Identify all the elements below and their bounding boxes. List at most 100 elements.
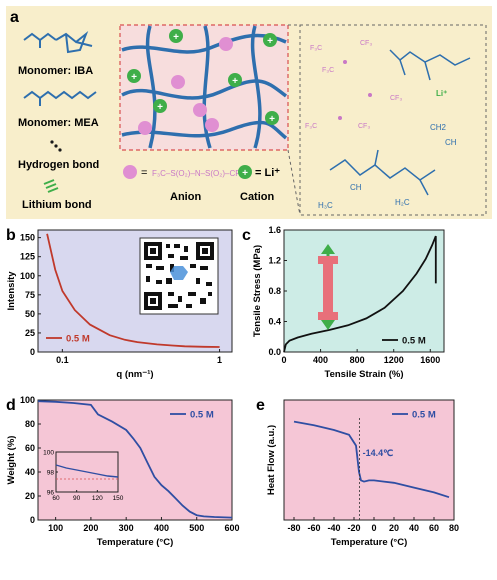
polymer-network-chains (121, 25, 288, 149)
y-axis-label: Intensity (6, 271, 17, 311)
hydrogen-bond-icon (50, 140, 62, 152)
legend-monomer-iba: Monomer: IBA (18, 65, 93, 77)
legend-label: 0.5 M (66, 334, 90, 345)
anion-equals: = (141, 167, 147, 179)
iba-monomer-structure (23, 30, 93, 54)
panel-label-b: b (6, 227, 16, 244)
panel-e: -80 -60 -40 -20 0 20 40 60 80 Temperature (°C) Hea… (266, 399, 459, 548)
svg-text:H₂C: H₂C (395, 198, 410, 207)
svg-text:+: + (232, 76, 238, 87)
svg-text:+: + (131, 72, 137, 83)
x-tick-label: 100 (48, 523, 63, 533)
x-tick-label: 500 (189, 523, 204, 533)
x-tick-label: 60 (429, 523, 439, 533)
y-axis-label: Weight (%) (6, 436, 17, 485)
x-axis-label: q (nm⁻¹) (116, 369, 153, 380)
y-tick-label: 0.4 (268, 317, 281, 327)
panel-d: 100 200 300 400 500 600 0 20 40 60 80 100 Temperatur… (6, 395, 240, 548)
panel-label-c: c (242, 227, 251, 244)
x-tick-label: -20 (347, 523, 360, 533)
plot-area (283, 399, 455, 521)
x-tick-label: 400 (313, 355, 328, 365)
svg-text:+: + (173, 32, 179, 43)
x-tick-label: -40 (327, 523, 340, 533)
x-tick-label: 800 (350, 355, 365, 365)
panel-label-e: e (256, 397, 265, 414)
anion-formula: F₃C–S(O₂)–N–S(O₂)–CF₃ (152, 169, 243, 178)
y-tick-label: 75 (25, 290, 35, 300)
x-tick-label: 0.1 (56, 355, 69, 365)
y-tick-label: 0.0 (268, 347, 281, 357)
molecular-backbone (329, 49, 471, 196)
svg-text:CH2: CH2 (430, 123, 447, 132)
molecular-detail-structure: F₃C CF₃ F₃C CF₃ F₃C CF₃ (305, 40, 402, 130)
x-tick-label: 1200 (384, 355, 404, 365)
y-tick-label: 0.8 (268, 286, 281, 296)
inset-x-tick-label: 120 (92, 495, 103, 502)
x-tick-label: 20 (389, 523, 399, 533)
x-axis-label: Temperature (°C) (97, 537, 173, 548)
x-tick-label: 300 (119, 523, 134, 533)
tg-annotation: -14.4℃ (363, 448, 394, 458)
legend-hydrogen-bond: Hydrogen bond (18, 159, 99, 171)
qr-code-image (139, 237, 219, 315)
x-tick-label: 80 (449, 523, 459, 533)
series-line (37, 400, 233, 519)
x-tick-label: 400 (154, 523, 169, 533)
x-tick-label: 600 (224, 523, 239, 533)
svg-text:CF₃: CF₃ (360, 40, 372, 47)
plot-area (283, 229, 445, 353)
svg-text:Li⁺: Li⁺ (436, 89, 447, 98)
x-axis-label: Temperature (°C) (331, 537, 407, 548)
y-tick-label: 25 (25, 328, 35, 338)
x-axis-label: Tensile Strain (%) (324, 369, 403, 380)
panel-label-d: d (6, 397, 16, 414)
inset-x-tick-label: 60 (52, 495, 60, 502)
svg-text:+: + (242, 168, 248, 179)
y-tick-label: 1.6 (268, 225, 281, 235)
panel-c: 0 400 800 1200 1600 0.0 0.4 0.8 1.2 1.6 Tensile St… (252, 225, 445, 380)
legend-monomer-mea: Monomer: MEA (18, 117, 99, 129)
molecular-labels: Li⁺ CH2 CH CH H₃C H₂C (318, 89, 457, 210)
y-tick-label: 20 (25, 491, 35, 501)
series-line (283, 235, 437, 353)
molecular-detail-box (299, 24, 487, 216)
svg-text:+: + (267, 36, 273, 47)
legend-anion: Anion (170, 191, 201, 203)
series-line (46, 233, 220, 348)
svg-text:F₃C: F₃C (322, 67, 334, 74)
y-tick-label: 50 (25, 309, 35, 319)
y-tick-label: 0 (30, 347, 35, 357)
x-tick-label: 40 (409, 523, 419, 533)
mea-monomer-structure (23, 90, 97, 106)
legend-cation: Cation (240, 191, 275, 203)
y-axis-label: Tensile Stress (MPa) (252, 245, 263, 337)
svg-text:+: + (157, 102, 163, 113)
x-tick-label: 1 (217, 355, 222, 365)
legend-label: 0.5 M (412, 410, 436, 421)
legend-lithium-bond: Lithium bond (22, 199, 92, 211)
panel-label-a: a (10, 9, 19, 26)
panel-a: a Monomer: IBA Monomer: MEA Hydrogen bon… (6, 6, 492, 219)
y-tick-label: 125 (20, 252, 35, 262)
x-tick-label: 0 (371, 523, 376, 533)
y-tick-label: 100 (20, 271, 35, 281)
lithium-bond-icon (43, 179, 59, 193)
svg-text:H₃C: H₃C (318, 201, 333, 210)
x-tick-label: -80 (287, 523, 300, 533)
x-tick-label: 1600 (420, 355, 440, 365)
tensile-specimen-icon (318, 244, 338, 330)
inset-y-tick-label: 98 (47, 470, 55, 477)
legend-label: 0.5 M (402, 336, 426, 347)
inset-x-tick-label: 150 (113, 495, 124, 502)
x-tick-label: 0 (281, 355, 286, 365)
cation-equals-li: = Li⁺ (255, 167, 280, 179)
inset-y-tick-label: 100 (43, 450, 54, 457)
inset-y-tick-label: 96 (47, 490, 55, 497)
inset-series-line (55, 464, 119, 478)
svg-text:CH: CH (350, 183, 362, 192)
y-tick-label: 1.2 (268, 256, 281, 266)
svg-text:CF₃: CF₃ (390, 95, 402, 102)
y-tick-label: 40 (25, 467, 35, 477)
